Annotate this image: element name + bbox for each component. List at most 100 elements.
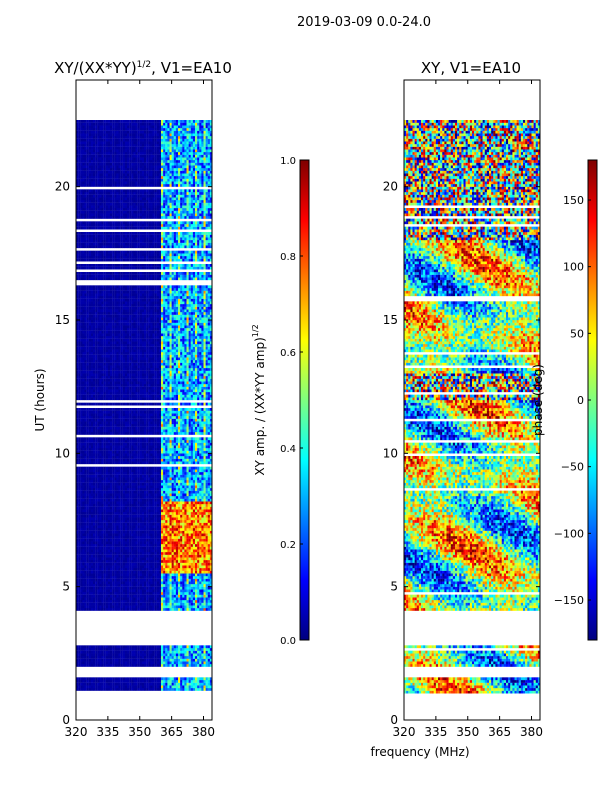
heat-cell [180,536,183,539]
heat-cell [180,576,183,579]
heat-cell [175,538,179,542]
heat-cell [182,541,185,545]
heat-cell [107,600,111,603]
heat-cell [105,496,109,499]
heat-cell [167,437,170,441]
heat-cell [80,648,83,651]
heat-cell [131,661,134,665]
heat-cell [146,664,149,667]
heat-cell [122,442,126,446]
heat-cell [103,498,106,502]
heat-cell [182,490,185,494]
heat-cell [180,584,183,587]
heat-cell [175,645,179,649]
heat-cell [184,504,187,507]
heat-cell [131,650,134,654]
heat-cell [150,520,153,523]
heat-cell [167,445,170,449]
heat-cell [127,554,130,558]
heat-cell [175,680,179,683]
heat-cell [76,493,79,497]
heat-cell [107,645,111,649]
heat-cell [158,552,162,555]
heat-cell [86,445,89,449]
heat-cell [184,493,187,497]
heat-cell [163,680,166,683]
heat-cell [99,512,102,515]
heat-cell [163,458,166,462]
heat-cell [95,522,98,526]
heat-cell [129,656,132,659]
heat-cell [137,504,140,507]
heat-cell [78,520,81,523]
heat-cell [78,682,81,686]
heat-cell [165,661,168,665]
heat-cell [137,493,140,497]
heat-cell [86,682,89,686]
heat-cell [178,450,181,454]
heat-cell [105,586,109,590]
heat-cell [116,504,119,507]
heat-cell [127,578,130,582]
heat-cell [182,584,185,587]
heat-cell [163,653,166,657]
heat-cell [78,525,81,529]
heat-cell [116,648,119,651]
heat-cell [131,549,134,553]
heat-cell [167,466,170,470]
heat-cell [86,432,89,435]
heat-cell [188,530,191,534]
heat-cell [90,688,94,691]
heat-cell [154,466,157,470]
heat-cell [182,450,185,454]
heat-cell [103,442,106,446]
heat-cell [112,589,115,593]
heat-cell [141,546,145,550]
heat-cell [112,469,115,473]
heat-cell [127,506,130,510]
heat-cell [178,522,181,526]
heat-cell [169,453,172,457]
heat-cell [184,458,187,462]
heat-cell [139,552,143,555]
heat-cell [209,544,212,547]
heat-cell [97,541,100,545]
heat-cell [167,440,170,443]
heat-cell [95,557,98,561]
heat-cell [103,581,106,585]
heat-cell [105,482,109,486]
heat-cell [207,474,211,478]
heat-cell [114,442,117,446]
heat-cell [82,592,85,595]
heat-cell [197,680,200,683]
heat-cell [205,525,208,529]
heat-cell [120,605,123,609]
heat-cell [110,658,113,662]
heat-cell [112,528,115,531]
heat-cell [124,525,128,529]
heat-cell [203,485,206,489]
heat-cell [112,602,115,606]
heat-cell [199,570,202,574]
heat-cell [97,594,100,598]
heat-cell [192,589,196,593]
heat-cell [137,442,140,446]
heat-cell [80,466,83,470]
heat-cell [112,456,115,459]
heat-cell [186,509,189,513]
heat-cell [135,597,138,601]
heat-cell [105,498,109,502]
heat-cell [118,552,121,555]
heat-cell [186,650,189,654]
heat-cell [101,533,104,537]
heat-cell [86,605,89,609]
heat-cell [93,504,96,507]
heat-cell [116,562,119,566]
heat-cell [139,677,143,681]
heat-cell [107,525,111,529]
heat-cell [199,517,202,521]
heat-cell [80,456,83,459]
heat-cell [148,469,151,473]
heat-cell [165,565,168,569]
heat-cell [122,448,126,451]
